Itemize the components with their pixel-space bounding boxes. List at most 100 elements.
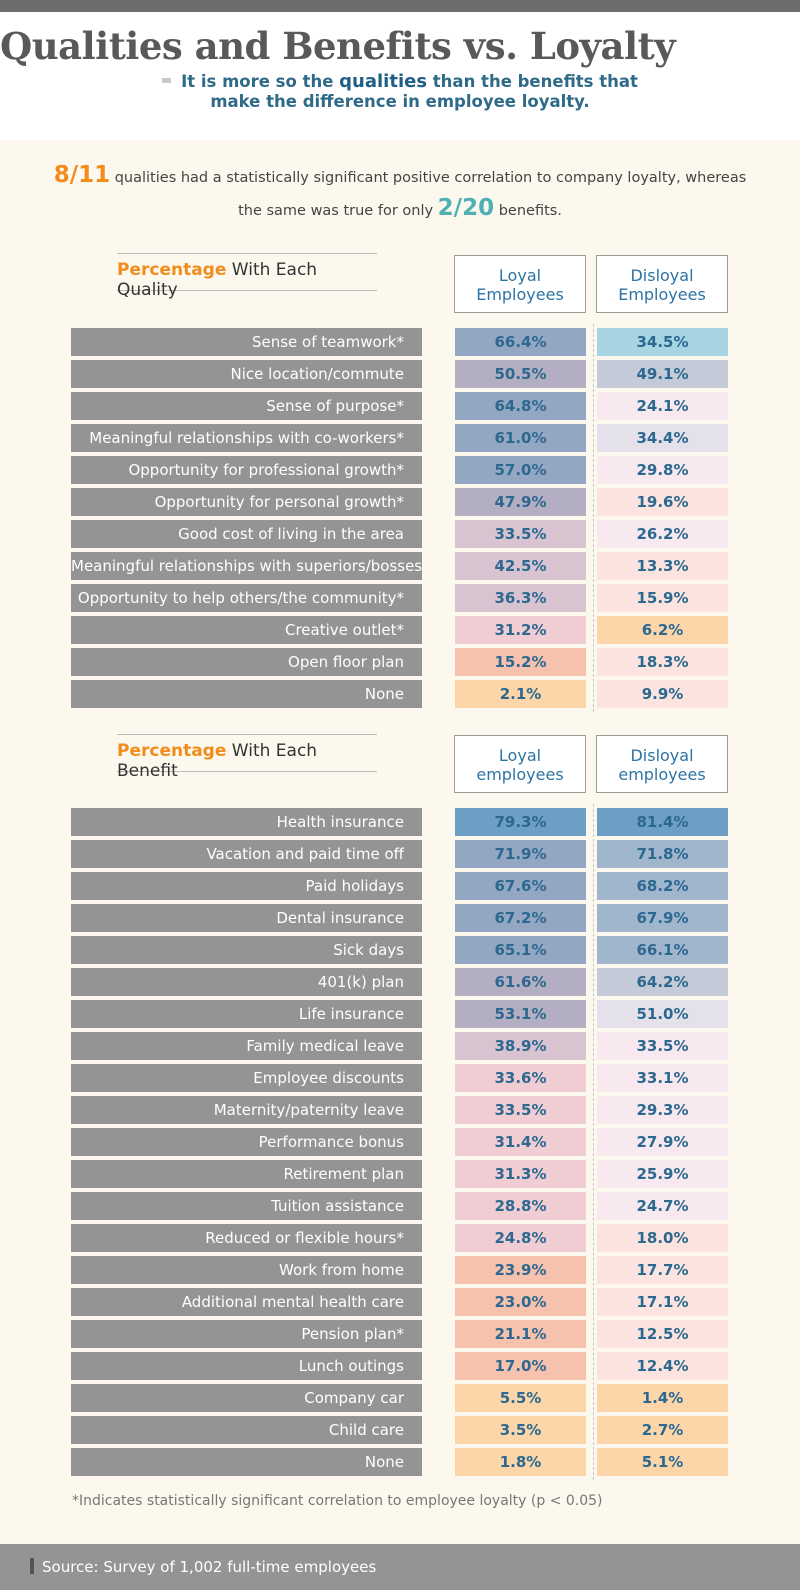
benefit-row-label: Retirement plan [71,1160,422,1188]
benefit-stat: 2/20 [437,195,495,221]
quality-disloyal-value: 15.9% [597,584,728,612]
benefit-column-divider [593,804,594,1480]
quality-row-label: Sense of teamwork* [71,328,422,356]
quality-loyal-value: 36.3% [455,584,586,612]
quality-loyal-value: 50.5% [455,360,586,388]
quality-row-label: Nice location/commute [71,360,422,388]
top-strip [0,0,800,12]
quality-disloyal-value: 6.2% [597,616,728,644]
benefit-loyal-value: 65.1% [455,936,586,964]
benefit-row-label: Maternity/paternity leave [71,1096,422,1124]
benefit-loyal-value: 23.0% [455,1288,586,1316]
quality-title-rest: With Each Quality [117,260,318,300]
benefit-disloyal-value: 24.7% [597,1192,728,1220]
benefit-loyal-value: 53.1% [455,1000,586,1028]
benefit-disloyal-value: 68.2% [597,872,728,900]
quality-loyal-value: 33.5% [455,520,586,548]
benefit-row-label: Paid holidays [71,872,422,900]
benefit-row-label: Employee discounts [71,1064,422,1092]
quality-row-label: Opportunity for professional growth* [71,456,422,484]
benefit-row-label: Child care [71,1416,422,1444]
benefit-loyal-value: 71.9% [455,840,586,868]
quality-row-label: Meaningful relationships with co-workers… [71,424,422,452]
benefit-loyal-value: 38.9% [455,1032,586,1060]
quality-column-header-disloyal: Disloyal Employees [596,255,728,313]
quality-title-accent: Percentage [117,260,227,280]
benefit-disloyal-value: 18.0% [597,1224,728,1252]
quality-section-title: Percentage With Each Quality [117,253,377,300]
quality-column-divider [593,324,594,712]
quality-loyal-value: 42.5% [455,552,586,580]
benefit-disloyal-value: 1.4% [597,1384,728,1412]
benefit-disloyal-value: 17.1% [597,1288,728,1316]
quality-loyal-value: 2.1% [455,680,586,708]
subtitle: It is more so the qualities than the ben… [140,72,660,112]
footnote: *Indicates statistically significant cor… [72,1493,603,1509]
benefit-row-label: Company car [71,1384,422,1412]
benefit-loyal-value: 67.6% [455,872,586,900]
quality-loyal-value: 47.9% [455,488,586,516]
page-title: Qualities and Benefits vs. Loyalty [0,24,676,68]
subtitle-part1: It is more so the [181,72,334,91]
benefit-disloyal-value: 17.7% [597,1256,728,1284]
benefit-disloyal-value: 27.9% [597,1128,728,1156]
quality-column-header-loyal: Loyal Employees [454,255,586,313]
benefit-row-label: Reduced or flexible hours* [71,1224,422,1252]
quality-disloyal-value: 34.5% [597,328,728,356]
quality-row-label: Sense of purpose* [71,392,422,420]
benefit-row-label: Pension plan* [71,1320,422,1348]
benefit-disloyal-value: 25.9% [597,1160,728,1188]
quality-row-label: Creative outlet* [71,616,422,644]
source-text: Source: Survey of 1,002 full-time employ… [42,1558,377,1576]
benefit-loyal-value: 5.5% [455,1384,586,1412]
benefit-row-label: None [71,1448,422,1476]
benefit-row-label: Work from home [71,1256,422,1284]
quality-disloyal-value: 29.8% [597,456,728,484]
quality-loyal-value: 61.0% [455,424,586,452]
subtitle-emphasis: qualities [339,71,428,92]
header [0,12,800,140]
benefit-loyal-value: 23.9% [455,1256,586,1284]
source-mark-icon [30,1557,34,1574]
benefit-loyal-value: 24.8% [455,1224,586,1252]
benefit-loyal-value: 61.6% [455,968,586,996]
quality-disloyal-value: 34.4% [597,424,728,452]
benefit-loyal-value: 21.1% [455,1320,586,1348]
benefit-disloyal-value: 5.1% [597,1448,728,1476]
benefit-disloyal-value: 81.4% [597,808,728,836]
benefit-loyal-value: 67.2% [455,904,586,932]
quality-disloyal-value: 26.2% [597,520,728,548]
quality-row-label: Opportunity for personal growth* [71,488,422,516]
benefit-title-rest: With Each Benefit [117,741,318,781]
quality-row-label: Opportunity to help others/the community… [71,584,422,612]
benefit-column-header-disloyal: Disloyal employees [596,735,728,793]
quality-disloyal-value: 9.9% [597,680,728,708]
quality-loyal-value: 64.8% [455,392,586,420]
benefit-row-label: Life insurance [71,1000,422,1028]
benefit-row-label: Health insurance [71,808,422,836]
benefit-row-label: Dental insurance [71,904,422,932]
benefit-section-title: Percentage With Each Benefit [117,734,377,781]
intro-text-2: benefits. [498,203,562,219]
benefit-row-label: Sick days [71,936,422,964]
benefit-row-label: Performance bonus [71,1128,422,1156]
benefit-disloyal-value: 29.3% [597,1096,728,1124]
benefit-loyal-value: 3.5% [455,1416,586,1444]
quality-row-label: Meaningful relationships with superiors/… [71,552,422,580]
benefit-disloyal-value: 12.5% [597,1320,728,1348]
benefit-row-label: Vacation and paid time off [71,840,422,868]
benefit-disloyal-value: 12.4% [597,1352,728,1380]
intro-text: 8/11 qualities had a statistically signi… [40,160,760,226]
benefit-row-label: Tuition assistance [71,1192,422,1220]
benefit-disloyal-value: 33.1% [597,1064,728,1092]
benefit-row-label: 401(k) plan [71,968,422,996]
quality-disloyal-value: 18.3% [597,648,728,676]
benefit-disloyal-value: 71.8% [597,840,728,868]
benefit-title-accent: Percentage [117,741,227,761]
quality-row-label: Open floor plan [71,648,422,676]
benefit-disloyal-value: 33.5% [597,1032,728,1060]
quality-disloyal-value: 19.6% [597,488,728,516]
quality-row-label: Good cost of living in the area [71,520,422,548]
quality-row-label: None [71,680,422,708]
benefit-loyal-value: 1.8% [455,1448,586,1476]
